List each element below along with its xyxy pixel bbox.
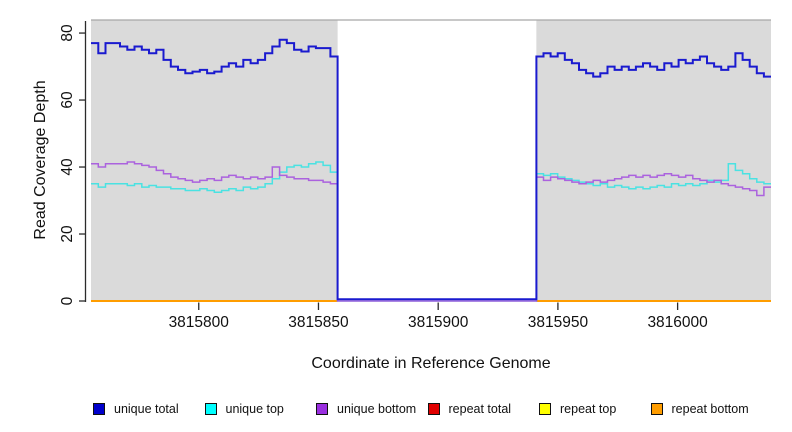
plot-background-left xyxy=(91,20,338,302)
legend-label: repeat total xyxy=(448,402,512,416)
legend-swatch-repeat-top xyxy=(539,403,551,415)
legend-item-repeat-bottom: repeat bottom xyxy=(650,399,749,419)
legend-label: unique total xyxy=(114,402,179,416)
legend-label: repeat bottom xyxy=(671,402,749,416)
legend-label: unique top xyxy=(225,402,284,416)
x-axis-title: Coordinate in Reference Genome xyxy=(311,355,551,372)
legend-item-unique-top: unique top xyxy=(204,399,284,419)
legend-label: unique bottom xyxy=(337,402,417,416)
chart-legend: unique total unique top unique bottom repea… xyxy=(0,399,792,425)
legend-item-unique-total: unique total xyxy=(93,399,179,419)
legend-swatch-unique-total xyxy=(93,403,105,415)
legend-swatch-unique-bottom xyxy=(316,403,328,415)
legend-item-repeat-total: repeat total xyxy=(427,399,512,419)
series-line-unique-total xyxy=(91,38,771,301)
legend-swatch-repeat-bottom xyxy=(650,403,663,415)
legend-swatch-repeat-total xyxy=(427,403,440,415)
y-axis-title: Read Coverage Depth xyxy=(32,80,49,240)
legend-item-unique-bottom: unique bottom xyxy=(316,399,416,419)
legend-item-repeat-top: repeat top xyxy=(539,399,616,419)
legend-swatch-unique-top xyxy=(204,403,217,415)
legend-label: repeat top xyxy=(560,402,617,416)
